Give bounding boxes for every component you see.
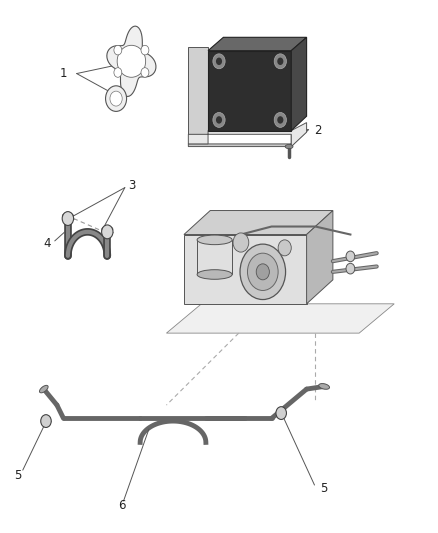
Text: 1: 1 <box>60 67 67 80</box>
Polygon shape <box>188 47 208 134</box>
Polygon shape <box>107 26 156 96</box>
Circle shape <box>114 45 122 55</box>
Circle shape <box>41 415 51 427</box>
Circle shape <box>277 58 283 65</box>
Text: 3: 3 <box>128 179 135 192</box>
Circle shape <box>276 407 286 419</box>
Circle shape <box>213 112 225 127</box>
Ellipse shape <box>62 213 73 219</box>
Ellipse shape <box>117 45 145 77</box>
Circle shape <box>141 45 149 55</box>
Polygon shape <box>208 51 291 131</box>
Circle shape <box>256 264 269 280</box>
Polygon shape <box>307 211 333 304</box>
Polygon shape <box>291 37 307 131</box>
Ellipse shape <box>102 227 113 232</box>
Circle shape <box>62 212 74 225</box>
Circle shape <box>274 112 286 127</box>
Text: 6: 6 <box>118 499 126 512</box>
Circle shape <box>278 240 291 256</box>
Polygon shape <box>188 123 307 147</box>
Circle shape <box>141 68 149 77</box>
Text: 5: 5 <box>321 482 328 495</box>
Ellipse shape <box>197 235 232 245</box>
Ellipse shape <box>197 270 232 279</box>
Polygon shape <box>184 235 307 304</box>
Polygon shape <box>208 37 307 51</box>
Ellipse shape <box>285 144 293 149</box>
Circle shape <box>216 116 222 124</box>
Text: 5: 5 <box>14 469 21 482</box>
Circle shape <box>274 54 286 69</box>
Text: 2: 2 <box>314 124 321 137</box>
Circle shape <box>216 58 222 65</box>
Ellipse shape <box>319 384 329 389</box>
Circle shape <box>233 233 249 252</box>
Circle shape <box>213 54 225 69</box>
Circle shape <box>346 263 355 274</box>
Circle shape <box>277 116 283 124</box>
Circle shape <box>106 86 127 111</box>
Circle shape <box>247 253 278 290</box>
Circle shape <box>346 251 355 262</box>
Polygon shape <box>184 211 333 235</box>
Circle shape <box>114 68 122 77</box>
Circle shape <box>110 91 122 106</box>
Polygon shape <box>188 130 309 147</box>
Circle shape <box>102 225 113 239</box>
Circle shape <box>240 244 286 300</box>
Polygon shape <box>166 304 394 333</box>
Text: 4: 4 <box>43 237 51 250</box>
Ellipse shape <box>39 385 48 393</box>
